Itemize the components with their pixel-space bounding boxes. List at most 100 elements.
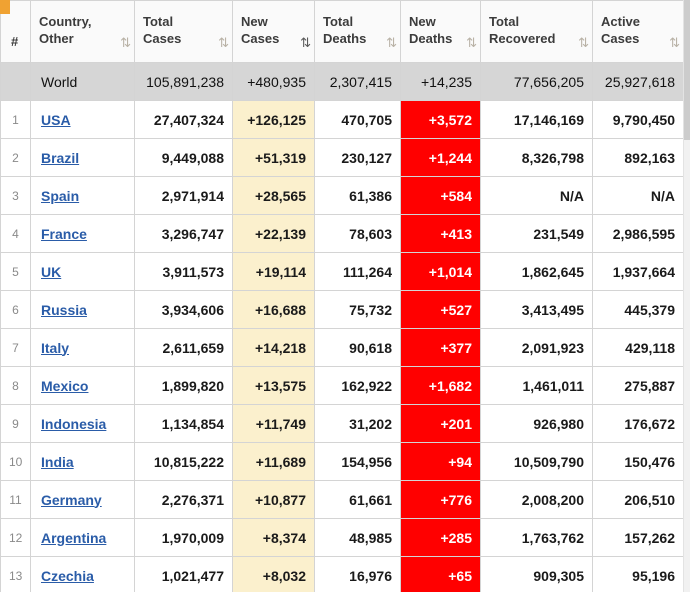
- scrollbar-thumb[interactable]: [684, 0, 690, 140]
- column-header-new_cases[interactable]: New Cases ⇅: [232, 0, 315, 63]
- new-deaths-cell: +776: [400, 480, 481, 519]
- country-row: 13 Czechia 1,021,477 +8,032 16,976 +65 909,305…: [0, 556, 684, 592]
- sort-icon[interactable]: ⇅: [120, 36, 131, 51]
- rank-cell: [0, 62, 31, 101]
- rank-cell: 2: [0, 138, 31, 177]
- country-row: 9 Indonesia 1,134,854 +11,749 31,202 +201 926,…: [0, 404, 684, 443]
- total-deaths-cell: 470,705: [314, 100, 401, 139]
- column-header-label: #: [11, 34, 19, 49]
- sort-icon[interactable]: ⇅: [669, 36, 680, 51]
- total-deaths-cell: 162,922: [314, 366, 401, 405]
- column-header-label: Total Cases: [143, 14, 182, 46]
- total-recovered-cell: 2,091,923: [480, 328, 593, 367]
- new-cases-cell: +480,935: [232, 62, 315, 101]
- rank-cell: 5: [0, 252, 31, 291]
- new-deaths-cell: +377: [400, 328, 481, 367]
- total-cases-cell: 1,899,820: [134, 366, 233, 405]
- country-row: 10 India 10,815,222 +11,689 154,956 +94 10,509…: [0, 442, 684, 481]
- rank-cell: 10: [0, 442, 31, 481]
- total-recovered-cell: 77,656,205: [480, 62, 593, 101]
- new-cases-cell: +14,218: [232, 328, 315, 367]
- vertical-scrollbar[interactable]: [683, 0, 690, 592]
- total-deaths-cell: 16,976: [314, 556, 401, 592]
- sort-icon[interactable]: ⇅: [218, 36, 229, 51]
- country-link[interactable]: Argentina: [41, 529, 107, 546]
- country-link[interactable]: India: [41, 453, 74, 470]
- active-cases-cell: 892,163: [592, 138, 684, 177]
- country-link[interactable]: USA: [41, 111, 71, 128]
- total-cases-cell: 105,891,238: [134, 62, 233, 101]
- column-header-active_cases[interactable]: Active Cases ⇅: [592, 0, 684, 63]
- column-header-country[interactable]: Country, Other ⇅: [30, 0, 135, 63]
- country-row: 11 Germany 2,276,371 +10,877 61,661 +776 2,008…: [0, 480, 684, 519]
- country-cell: Brazil: [30, 138, 135, 177]
- country-link[interactable]: Russia: [41, 301, 87, 318]
- active-cases-cell: 429,118: [592, 328, 684, 367]
- country-link[interactable]: Mexico: [41, 377, 89, 394]
- total-deaths-cell: 48,985: [314, 518, 401, 557]
- total-recovered-cell: N/A: [480, 176, 593, 215]
- country-link[interactable]: Spain: [41, 187, 80, 204]
- country-link[interactable]: Italy: [41, 339, 70, 356]
- new-cases-cell: +16,688: [232, 290, 315, 329]
- column-header-total_deaths[interactable]: Total Deaths ⇅: [314, 0, 401, 63]
- column-header-label: New Deaths: [409, 14, 453, 46]
- sort-icon[interactable]: ⇅: [466, 36, 477, 51]
- column-header-total_cases[interactable]: Total Cases ⇅: [134, 0, 233, 63]
- header-row: # Country, Other ⇅ Total Cases ⇅ New Cases ⇅ To…: [0, 0, 684, 63]
- country-link[interactable]: France: [41, 225, 87, 242]
- total-deaths-cell: 2,307,415: [314, 62, 401, 101]
- new-cases-cell: +8,374: [232, 518, 315, 557]
- new-cases-cell: +51,319: [232, 138, 315, 177]
- total-recovered-cell: 909,305: [480, 556, 593, 592]
- rank-cell: 8: [0, 366, 31, 405]
- column-header-label: New Cases: [241, 14, 280, 46]
- country-cell: UK: [30, 252, 135, 291]
- new-cases-cell: +10,877: [232, 480, 315, 519]
- rank-cell: 7: [0, 328, 31, 367]
- total-recovered-cell: 231,549: [480, 214, 593, 253]
- active-cases-cell: N/A: [592, 176, 684, 215]
- total-cases-cell: 1,970,009: [134, 518, 233, 557]
- sort-icon[interactable]: ⇅: [386, 36, 397, 51]
- column-header-label: Total Recovered: [489, 14, 556, 46]
- column-header-total_recovered[interactable]: Total Recovered ⇅: [480, 0, 593, 63]
- sort-icon[interactable]: ⇅: [300, 36, 311, 51]
- total-cases-cell: 9,449,088: [134, 138, 233, 177]
- new-cases-cell: +126,125: [232, 100, 315, 139]
- active-cases-cell: 157,262: [592, 518, 684, 557]
- total-deaths-cell: 78,603: [314, 214, 401, 253]
- active-cases-cell: 275,887: [592, 366, 684, 405]
- column-header-new_deaths[interactable]: New Deaths ⇅: [400, 0, 481, 63]
- total-cases-cell: 3,911,573: [134, 252, 233, 291]
- country-cell: Czechia: [30, 556, 135, 592]
- country-link[interactable]: Czechia: [41, 567, 94, 584]
- total-deaths-cell: 111,264: [314, 252, 401, 291]
- sort-icon[interactable]: ⇅: [578, 36, 589, 51]
- active-cases-cell: 2,986,595: [592, 214, 684, 253]
- active-cases-cell: 150,476: [592, 442, 684, 481]
- country-row: 2 Brazil 9,449,088 +51,319 230,127 +1,244 8,32…: [0, 138, 684, 177]
- total-recovered-cell: 10,509,790: [480, 442, 593, 481]
- total-cases-cell: 1,134,854: [134, 404, 233, 443]
- new-cases-cell: +22,139: [232, 214, 315, 253]
- total-recovered-cell: 1,763,762: [480, 518, 593, 557]
- rank-cell: 4: [0, 214, 31, 253]
- total-cases-cell: 2,971,914: [134, 176, 233, 215]
- new-deaths-cell: +201: [400, 404, 481, 443]
- country-link[interactable]: Indonesia: [41, 415, 107, 432]
- total-cases-cell: 1,021,477: [134, 556, 233, 592]
- new-cases-cell: +11,689: [232, 442, 315, 481]
- new-cases-cell: +19,114: [232, 252, 315, 291]
- new-deaths-cell: +413: [400, 214, 481, 253]
- country-link[interactable]: Brazil: [41, 149, 80, 166]
- new-cases-cell: +11,749: [232, 404, 315, 443]
- new-cases-cell: +13,575: [232, 366, 315, 405]
- new-deaths-cell: +14,235: [400, 62, 481, 101]
- country-cell: France: [30, 214, 135, 253]
- country-link[interactable]: Germany: [41, 491, 102, 508]
- country-link[interactable]: UK: [41, 263, 62, 280]
- new-cases-cell: +28,565: [232, 176, 315, 215]
- total-cases-cell: 10,815,222: [134, 442, 233, 481]
